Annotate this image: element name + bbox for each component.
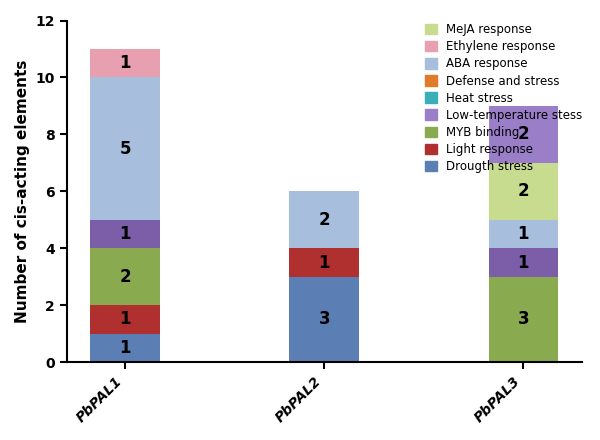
Bar — [90, 334, 160, 362]
Text: 5: 5 — [119, 139, 131, 158]
Text: 1: 1 — [319, 253, 330, 271]
Bar — [289, 248, 359, 277]
Legend: MeJA response, Ethylene response, ABA response, Defense and stress, Heat stress,: MeJA response, Ethylene response, ABA re… — [421, 19, 586, 177]
Bar — [90, 248, 160, 305]
Bar — [90, 49, 160, 77]
Text: 2: 2 — [119, 268, 131, 286]
Bar — [90, 77, 160, 220]
Text: 2: 2 — [518, 125, 529, 143]
Text: 2: 2 — [319, 211, 330, 229]
Y-axis label: Number of cis-acting elements: Number of cis-acting elements — [15, 60, 30, 323]
Text: 1: 1 — [119, 54, 131, 72]
Bar — [90, 220, 160, 248]
Bar — [90, 305, 160, 334]
Text: 1: 1 — [119, 225, 131, 243]
Bar — [289, 191, 359, 248]
Text: 3: 3 — [518, 311, 529, 329]
Text: 1: 1 — [119, 339, 131, 357]
Text: 1: 1 — [518, 225, 529, 243]
Text: 1: 1 — [518, 253, 529, 271]
Text: 2: 2 — [518, 182, 529, 200]
Bar — [488, 106, 558, 163]
Bar — [289, 277, 359, 362]
Bar — [488, 277, 558, 362]
Bar — [488, 248, 558, 277]
Text: 1: 1 — [119, 311, 131, 329]
Bar — [488, 220, 558, 248]
Text: 3: 3 — [319, 311, 330, 329]
Bar — [488, 163, 558, 220]
